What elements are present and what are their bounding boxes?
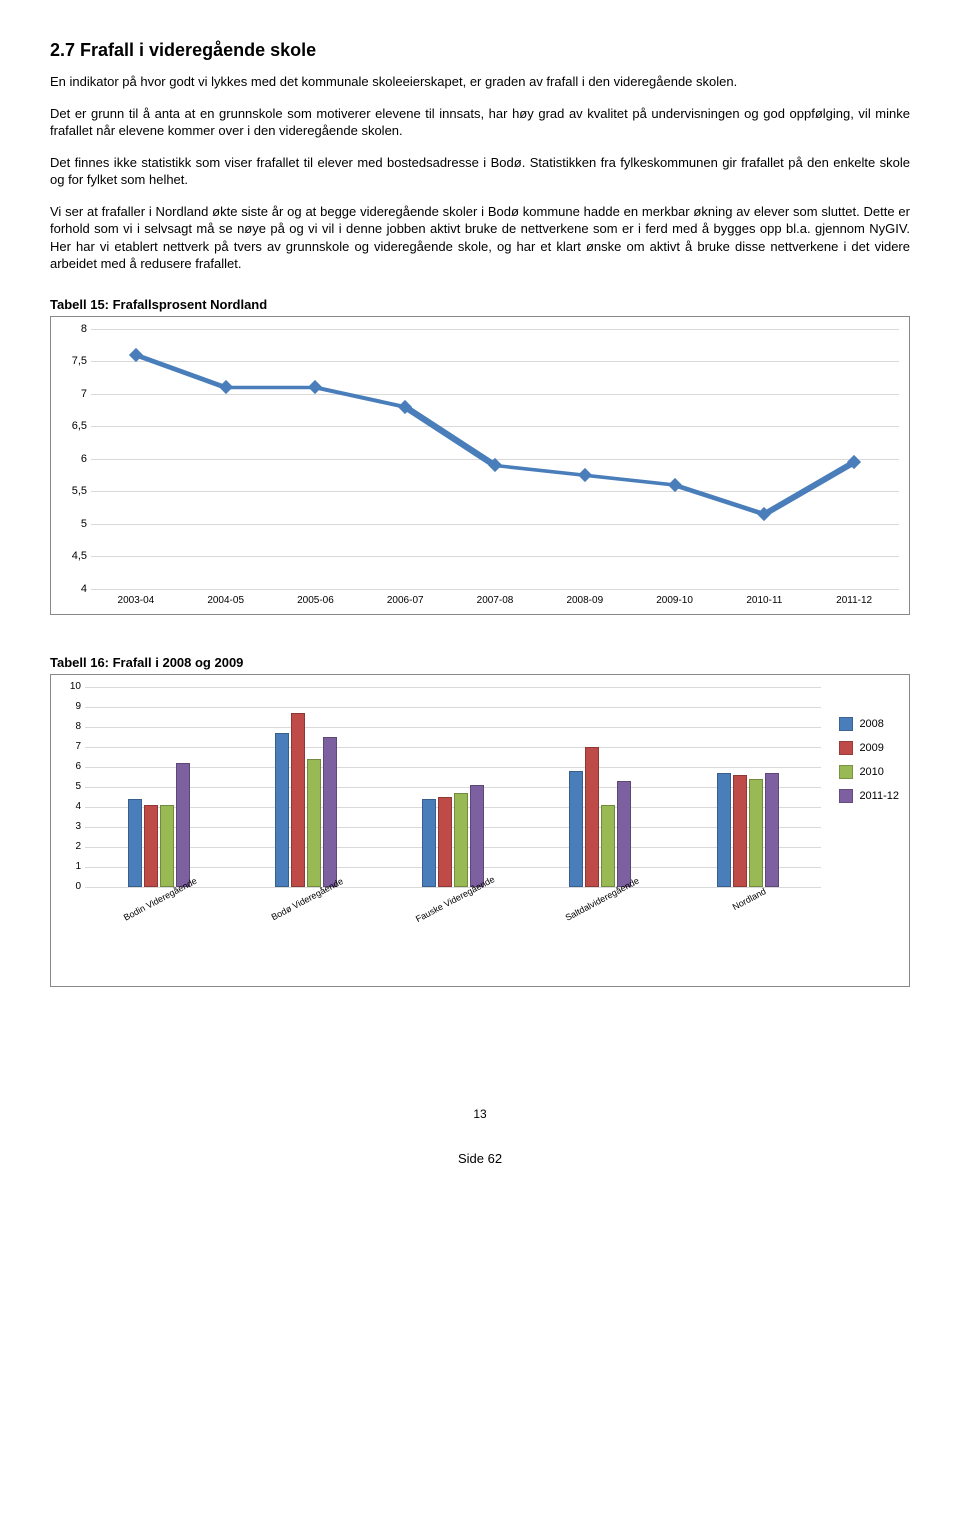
x-axis-label: 2009-10 bbox=[630, 595, 720, 606]
paragraph: Det finnes ikke statistikk som viser fra… bbox=[50, 154, 910, 189]
gridline: 0 bbox=[85, 887, 821, 888]
y-axis-label: 8 bbox=[63, 323, 87, 335]
y-axis-label: 6 bbox=[63, 453, 87, 465]
legend-label: 2011-12 bbox=[859, 790, 899, 802]
bar bbox=[601, 805, 615, 887]
bar bbox=[275, 733, 289, 887]
bar bbox=[176, 763, 190, 887]
x-axis-label: 2010-11 bbox=[719, 595, 809, 606]
bar bbox=[470, 785, 484, 887]
bar bbox=[617, 781, 631, 887]
legend-item: 2010 bbox=[839, 765, 899, 779]
y-axis-label: 3 bbox=[63, 821, 81, 832]
x-axis-label: 2007-08 bbox=[450, 595, 540, 606]
section-heading: 2.7 Frafall i videregående skole bbox=[50, 40, 910, 61]
bar bbox=[749, 779, 763, 887]
bar bbox=[717, 773, 731, 887]
bar bbox=[307, 759, 321, 887]
paragraph: En indikator på hvor godt vi lykkes med … bbox=[50, 73, 910, 91]
side-page: Side 62 bbox=[50, 1151, 910, 1166]
bar bbox=[733, 775, 747, 887]
x-axis-label: 2011-12 bbox=[809, 595, 899, 606]
bar bbox=[128, 799, 142, 887]
bar bbox=[438, 797, 452, 887]
gridline: 4 bbox=[91, 589, 899, 590]
bar bbox=[160, 805, 174, 887]
legend-label: 2009 bbox=[859, 742, 883, 754]
bar bbox=[422, 799, 436, 887]
legend-swatch bbox=[839, 789, 853, 803]
y-axis-label: 6 bbox=[63, 761, 81, 772]
table15-caption: Tabell 15: Frafallsprosent Nordland bbox=[50, 297, 910, 312]
x-axis-label: 2003-04 bbox=[91, 595, 181, 606]
y-axis-label: 7 bbox=[63, 741, 81, 752]
bar-group bbox=[232, 713, 379, 887]
legend-label: 2010 bbox=[859, 766, 883, 778]
y-axis-label: 4 bbox=[63, 583, 87, 595]
bar-chart: 012345678910 bbox=[85, 687, 821, 888]
y-axis-label: 8 bbox=[63, 721, 81, 732]
bar bbox=[323, 737, 337, 887]
page-number: 13 bbox=[50, 1107, 910, 1121]
bar-chart-legend: 2008 2009 2010 2011-12 bbox=[839, 717, 899, 813]
bar bbox=[144, 805, 158, 887]
bar-groups bbox=[85, 687, 821, 887]
y-axis-label: 9 bbox=[63, 701, 81, 712]
y-axis-label: 1 bbox=[63, 861, 81, 872]
legend-item: 2009 bbox=[839, 741, 899, 755]
x-axis-label: 2008-09 bbox=[540, 595, 630, 606]
x-axis-label: 2005-06 bbox=[271, 595, 361, 606]
legend-swatch bbox=[839, 717, 853, 731]
bar-chart-xaxis: Bodin VideregåendeBodø VideregåendeFausk… bbox=[85, 894, 821, 936]
x-axis-label: 2006-07 bbox=[360, 595, 450, 606]
legend-swatch bbox=[839, 741, 853, 755]
y-axis-label: 10 bbox=[63, 681, 81, 692]
y-axis-label: 0 bbox=[63, 881, 81, 892]
y-axis-label: 5,5 bbox=[63, 485, 87, 497]
y-axis-label: 4,5 bbox=[63, 550, 87, 562]
bar-chart-box: 012345678910 Bodin VideregåendeBodø Vide… bbox=[50, 674, 910, 987]
legend-item: 2011-12 bbox=[839, 789, 899, 803]
y-axis-label: 2 bbox=[63, 841, 81, 852]
bar bbox=[454, 793, 468, 887]
legend-swatch bbox=[839, 765, 853, 779]
y-axis-label: 4 bbox=[63, 801, 81, 812]
bar bbox=[569, 771, 583, 887]
x-axis-label: 2004-05 bbox=[181, 595, 271, 606]
line-chart: 44,555,566,577,58 bbox=[91, 329, 899, 589]
line-chart-xaxis: 2003-042004-052005-062006-072007-082008-… bbox=[91, 595, 899, 606]
paragraph: Det er grunn til å anta at en grunnskole… bbox=[50, 105, 910, 140]
legend-item: 2008 bbox=[839, 717, 899, 731]
bar bbox=[765, 773, 779, 887]
y-axis-label: 7 bbox=[63, 388, 87, 400]
table16-caption: Tabell 16: Frafall i 2008 og 2009 bbox=[50, 655, 910, 670]
bar bbox=[585, 747, 599, 887]
y-axis-label: 7,5 bbox=[63, 355, 87, 367]
paragraph: Vi ser at frafaller i Nordland økte sist… bbox=[50, 203, 910, 273]
legend-label: 2008 bbox=[859, 718, 883, 730]
y-axis-label: 5 bbox=[63, 781, 81, 792]
y-axis-label: 5 bbox=[63, 518, 87, 530]
line-chart-box: 44,555,566,577,58 2003-042004-052005-062… bbox=[50, 316, 910, 615]
bar bbox=[291, 713, 305, 887]
y-axis-label: 6,5 bbox=[63, 420, 87, 432]
